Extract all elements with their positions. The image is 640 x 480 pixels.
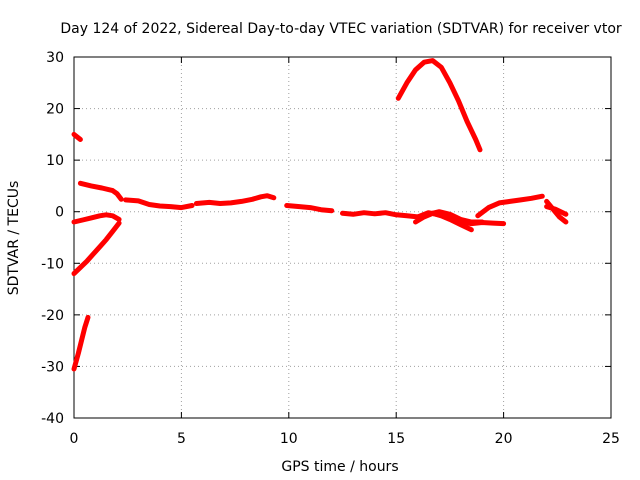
y-tick-label: 10 — [46, 153, 64, 169]
plot-frame — [73, 56, 612, 419]
y-tick-label: -10 — [41, 256, 64, 272]
x-tick-label: 20 — [495, 431, 513, 447]
y-tick-label: 30 — [46, 50, 64, 66]
x-tick-label: 0 — [70, 431, 79, 447]
series-arc-1 — [71, 131, 83, 142]
series-arc-7 — [193, 193, 277, 206]
chart-title: Day 124 of 2022, Sidereal Day-to-day VTE… — [60, 21, 622, 37]
series-arc-12 — [475, 193, 545, 219]
x-axis-label: GPS time / hours — [281, 459, 398, 475]
series-arc-4 — [71, 212, 122, 225]
data-series — [71, 58, 569, 372]
y-tick-labels: -40 -30 -20 -10 0 10 20 30 — [41, 50, 64, 427]
x-tick-label: 10 — [280, 431, 298, 447]
y-tick-label: -20 — [41, 308, 64, 324]
x-tick-label: 15 — [387, 431, 405, 447]
y-axis-label: SDTVAR / TECUs — [6, 181, 22, 296]
y-tick-label: -40 — [41, 411, 64, 427]
series-arc-11 — [415, 210, 507, 227]
x-tick-label: 5 — [177, 431, 186, 447]
series-arc-15 — [544, 204, 569, 217]
x-tick-labels: 0 5 10 15 20 25 — [70, 431, 620, 447]
y-tick-label: 0 — [55, 205, 64, 221]
y-tick-label: 20 — [46, 102, 64, 118]
series-arc-13 — [395, 58, 483, 153]
series-arc-3 — [71, 314, 91, 372]
axis-ticks — [73, 56, 612, 419]
grid-lines — [74, 57, 611, 418]
series-arc-8 — [284, 203, 335, 214]
series-arc-6 — [123, 197, 195, 211]
x-tick-label: 25 — [602, 431, 620, 447]
series-arc-5 — [77, 180, 124, 202]
series-arc-2 — [71, 220, 122, 277]
y-tick-label: -30 — [41, 359, 64, 375]
series-arc-9 — [340, 209, 485, 225]
